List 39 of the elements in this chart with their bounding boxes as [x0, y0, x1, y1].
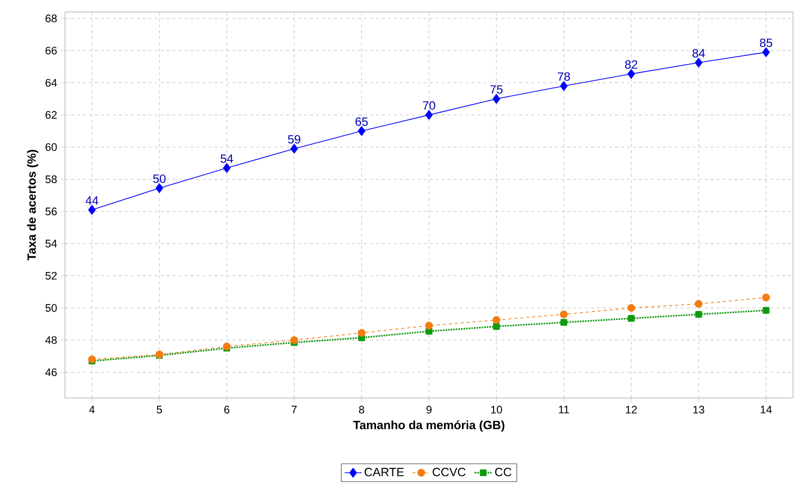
y-tick-label: 56 — [45, 208, 57, 216]
annotation: 84 — [692, 49, 705, 58]
x-tick-label: 13 — [693, 406, 704, 414]
annotation: 54 — [220, 154, 234, 163]
x-axis-title: Tamanho da memória (GB) — [353, 420, 504, 432]
y-tick-label: 68 — [46, 14, 57, 22]
annotation: 65 — [356, 117, 368, 126]
y-tick-label: 60 — [46, 143, 57, 151]
y-tick-label: 54 — [45, 240, 57, 248]
x-tick-label: 14 — [760, 406, 772, 414]
x-tick-label: 6 — [224, 406, 230, 414]
y-tick-label: 62 — [46, 111, 57, 119]
y-tick-label: 46 — [45, 368, 57, 376]
y-axis-title: Taxa de acertos (%) — [27, 150, 38, 261]
x-tick-label: 9 — [426, 406, 432, 414]
x-tick-label: 12 — [626, 406, 637, 414]
annotation: 82 — [625, 60, 638, 69]
annotation: 59 — [288, 135, 300, 144]
annotation: 75 — [490, 85, 503, 94]
x-tick-label: 8 — [359, 406, 364, 414]
y-tick-label: 58 — [45, 175, 57, 184]
x-tick-label: 7 — [292, 406, 297, 414]
y-tick-label: 64 — [46, 78, 57, 87]
x-tick-label: 10 — [491, 406, 502, 414]
x-tick-label: 11 — [558, 406, 569, 414]
legend-label: CARTE — [364, 468, 404, 476]
y-tick-label: 50 — [45, 304, 57, 312]
x-tick-label: 5 — [156, 406, 162, 414]
legend-label: CC — [495, 468, 512, 476]
annotation: 85 — [760, 38, 772, 48]
annotation: 50 — [153, 174, 166, 183]
annotation: 70 — [422, 101, 436, 110]
annotation: 78 — [558, 72, 570, 81]
annotation: 44 — [86, 196, 98, 205]
legend-label: CCVC — [432, 468, 466, 476]
x-tick-label: 4 — [89, 406, 95, 414]
y-tick-label: 66 — [46, 46, 57, 54]
y-tick-label: 52 — [45, 272, 57, 280]
y-tick-label: 48 — [45, 336, 57, 344]
